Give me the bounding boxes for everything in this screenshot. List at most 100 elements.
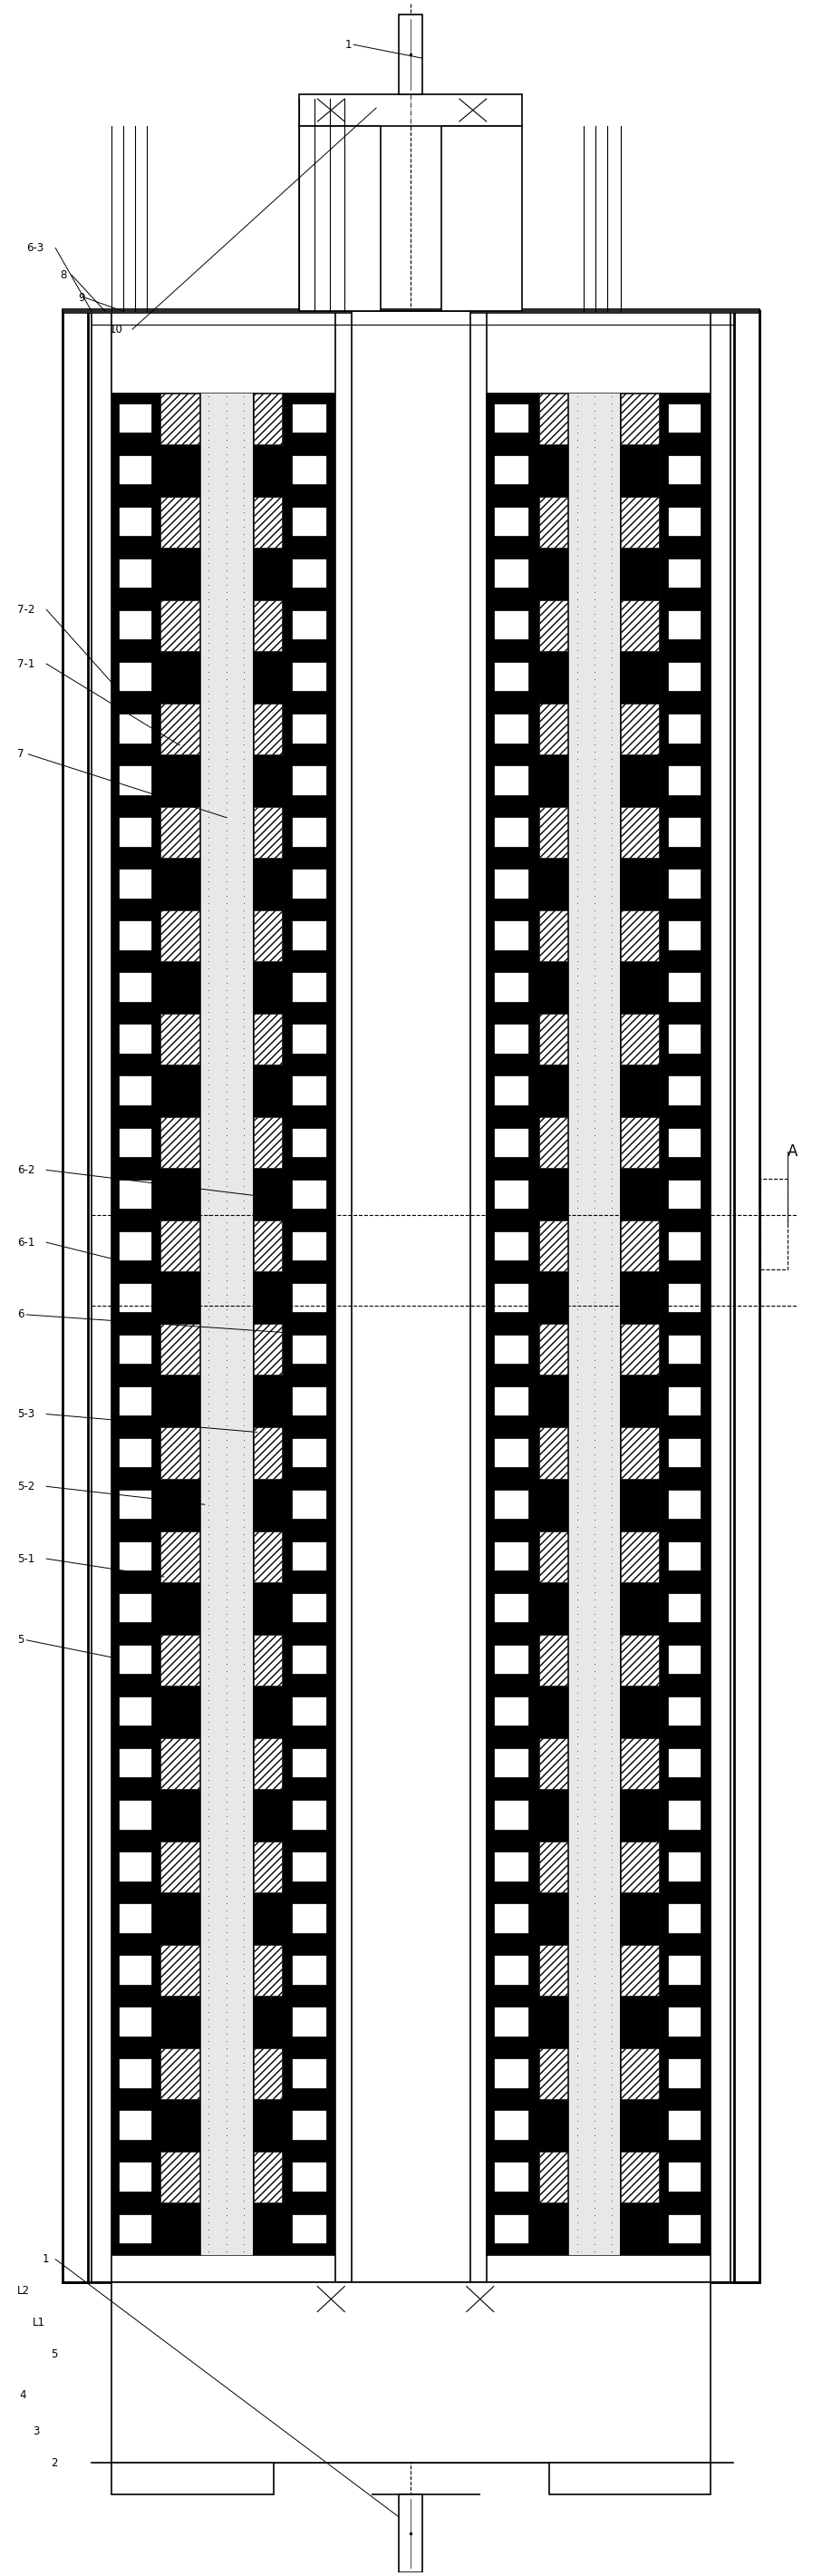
Bar [495, 1749, 529, 1777]
Bar [539, 1118, 568, 1167]
Bar [160, 1427, 199, 1479]
Bar [495, 662, 529, 690]
Text: A: A [787, 1144, 797, 1159]
Bar [668, 1749, 701, 1777]
Bar [293, 1283, 326, 1311]
Bar [621, 2151, 659, 2202]
Text: 1: 1 [344, 39, 351, 52]
Bar [495, 456, 529, 484]
Bar [253, 1427, 282, 1479]
Bar [62, 309, 760, 314]
Bar [668, 714, 701, 742]
Bar [495, 559, 529, 587]
Bar [120, 768, 151, 796]
Bar [253, 1842, 282, 1893]
Bar [160, 1945, 199, 1996]
Bar [660, 392, 709, 2254]
Bar [621, 1530, 659, 1582]
Bar [495, 1180, 529, 1208]
Bar [495, 974, 529, 1002]
Bar [253, 1530, 282, 1582]
Bar [734, 312, 760, 2282]
Text: 7: 7 [17, 747, 25, 760]
Text: L1: L1 [33, 2316, 45, 2329]
Bar [293, 922, 326, 951]
Bar [293, 1595, 326, 1623]
Text: 9: 9 [78, 291, 85, 304]
Bar [668, 1077, 701, 1105]
Text: 4: 4 [20, 2388, 26, 2401]
Bar [539, 1221, 568, 1273]
Bar [160, 1118, 199, 1167]
Bar [293, 456, 326, 484]
Bar [293, 1543, 326, 1571]
Bar [293, 2164, 326, 2192]
Bar [112, 392, 159, 2254]
Bar [620, 392, 660, 2254]
Bar [293, 1386, 326, 1417]
Bar [252, 392, 283, 2254]
Bar [293, 714, 326, 742]
Bar [668, 1698, 701, 1726]
Bar [495, 1543, 529, 1571]
Bar [253, 1015, 282, 1064]
Bar [293, 974, 326, 1002]
Bar [253, 394, 282, 443]
Bar [293, 1180, 326, 1208]
Bar [120, 2112, 151, 2141]
Bar [120, 922, 151, 951]
Bar [495, 2215, 529, 2244]
Bar [539, 909, 568, 961]
Text: 1: 1 [42, 2254, 48, 2264]
Bar [253, 703, 282, 755]
Bar [120, 1283, 151, 1311]
Bar [495, 1801, 529, 1829]
Bar [283, 392, 335, 2254]
Text: 3: 3 [33, 2424, 39, 2437]
Bar [495, 507, 529, 536]
Bar [668, 1955, 701, 1984]
Bar [495, 1025, 529, 1054]
Bar [159, 392, 200, 2254]
Bar [120, 1749, 151, 1777]
Bar [539, 1324, 568, 1376]
Bar [668, 2215, 701, 2244]
Text: 7-1: 7-1 [17, 657, 35, 670]
Bar [539, 2151, 568, 2202]
Text: L2: L2 [17, 2285, 30, 2298]
Bar [621, 2048, 659, 2099]
Bar [495, 1492, 529, 1520]
Bar [495, 2007, 529, 2035]
Bar [160, 1636, 199, 1685]
Text: 6-2: 6-2 [17, 1164, 35, 1175]
Bar [120, 404, 151, 433]
Bar [621, 394, 659, 443]
Bar [539, 1015, 568, 1064]
Bar [120, 1231, 151, 1260]
Bar [120, 819, 151, 848]
Bar [293, 1698, 326, 1726]
Bar [668, 2164, 701, 2192]
Bar [668, 611, 701, 639]
Bar [539, 1636, 568, 1685]
Bar [293, 559, 326, 587]
Bar [120, 1852, 151, 1880]
Bar [668, 1283, 701, 1311]
Bar [293, 2112, 326, 2141]
Bar [293, 1852, 326, 1880]
Bar [549, 2463, 710, 2494]
Bar [495, 2058, 529, 2089]
Text: 10: 10 [109, 325, 123, 335]
Bar [293, 1955, 326, 1984]
Bar [160, 909, 199, 961]
Bar [539, 1427, 568, 1479]
Bar [299, 95, 522, 126]
Bar [120, 507, 151, 536]
Bar [160, 2151, 199, 2202]
Bar [668, 404, 701, 433]
Bar [253, 909, 282, 961]
Bar [120, 2058, 151, 2089]
Bar [120, 1646, 151, 1674]
Bar [253, 806, 282, 858]
Bar [495, 922, 529, 951]
